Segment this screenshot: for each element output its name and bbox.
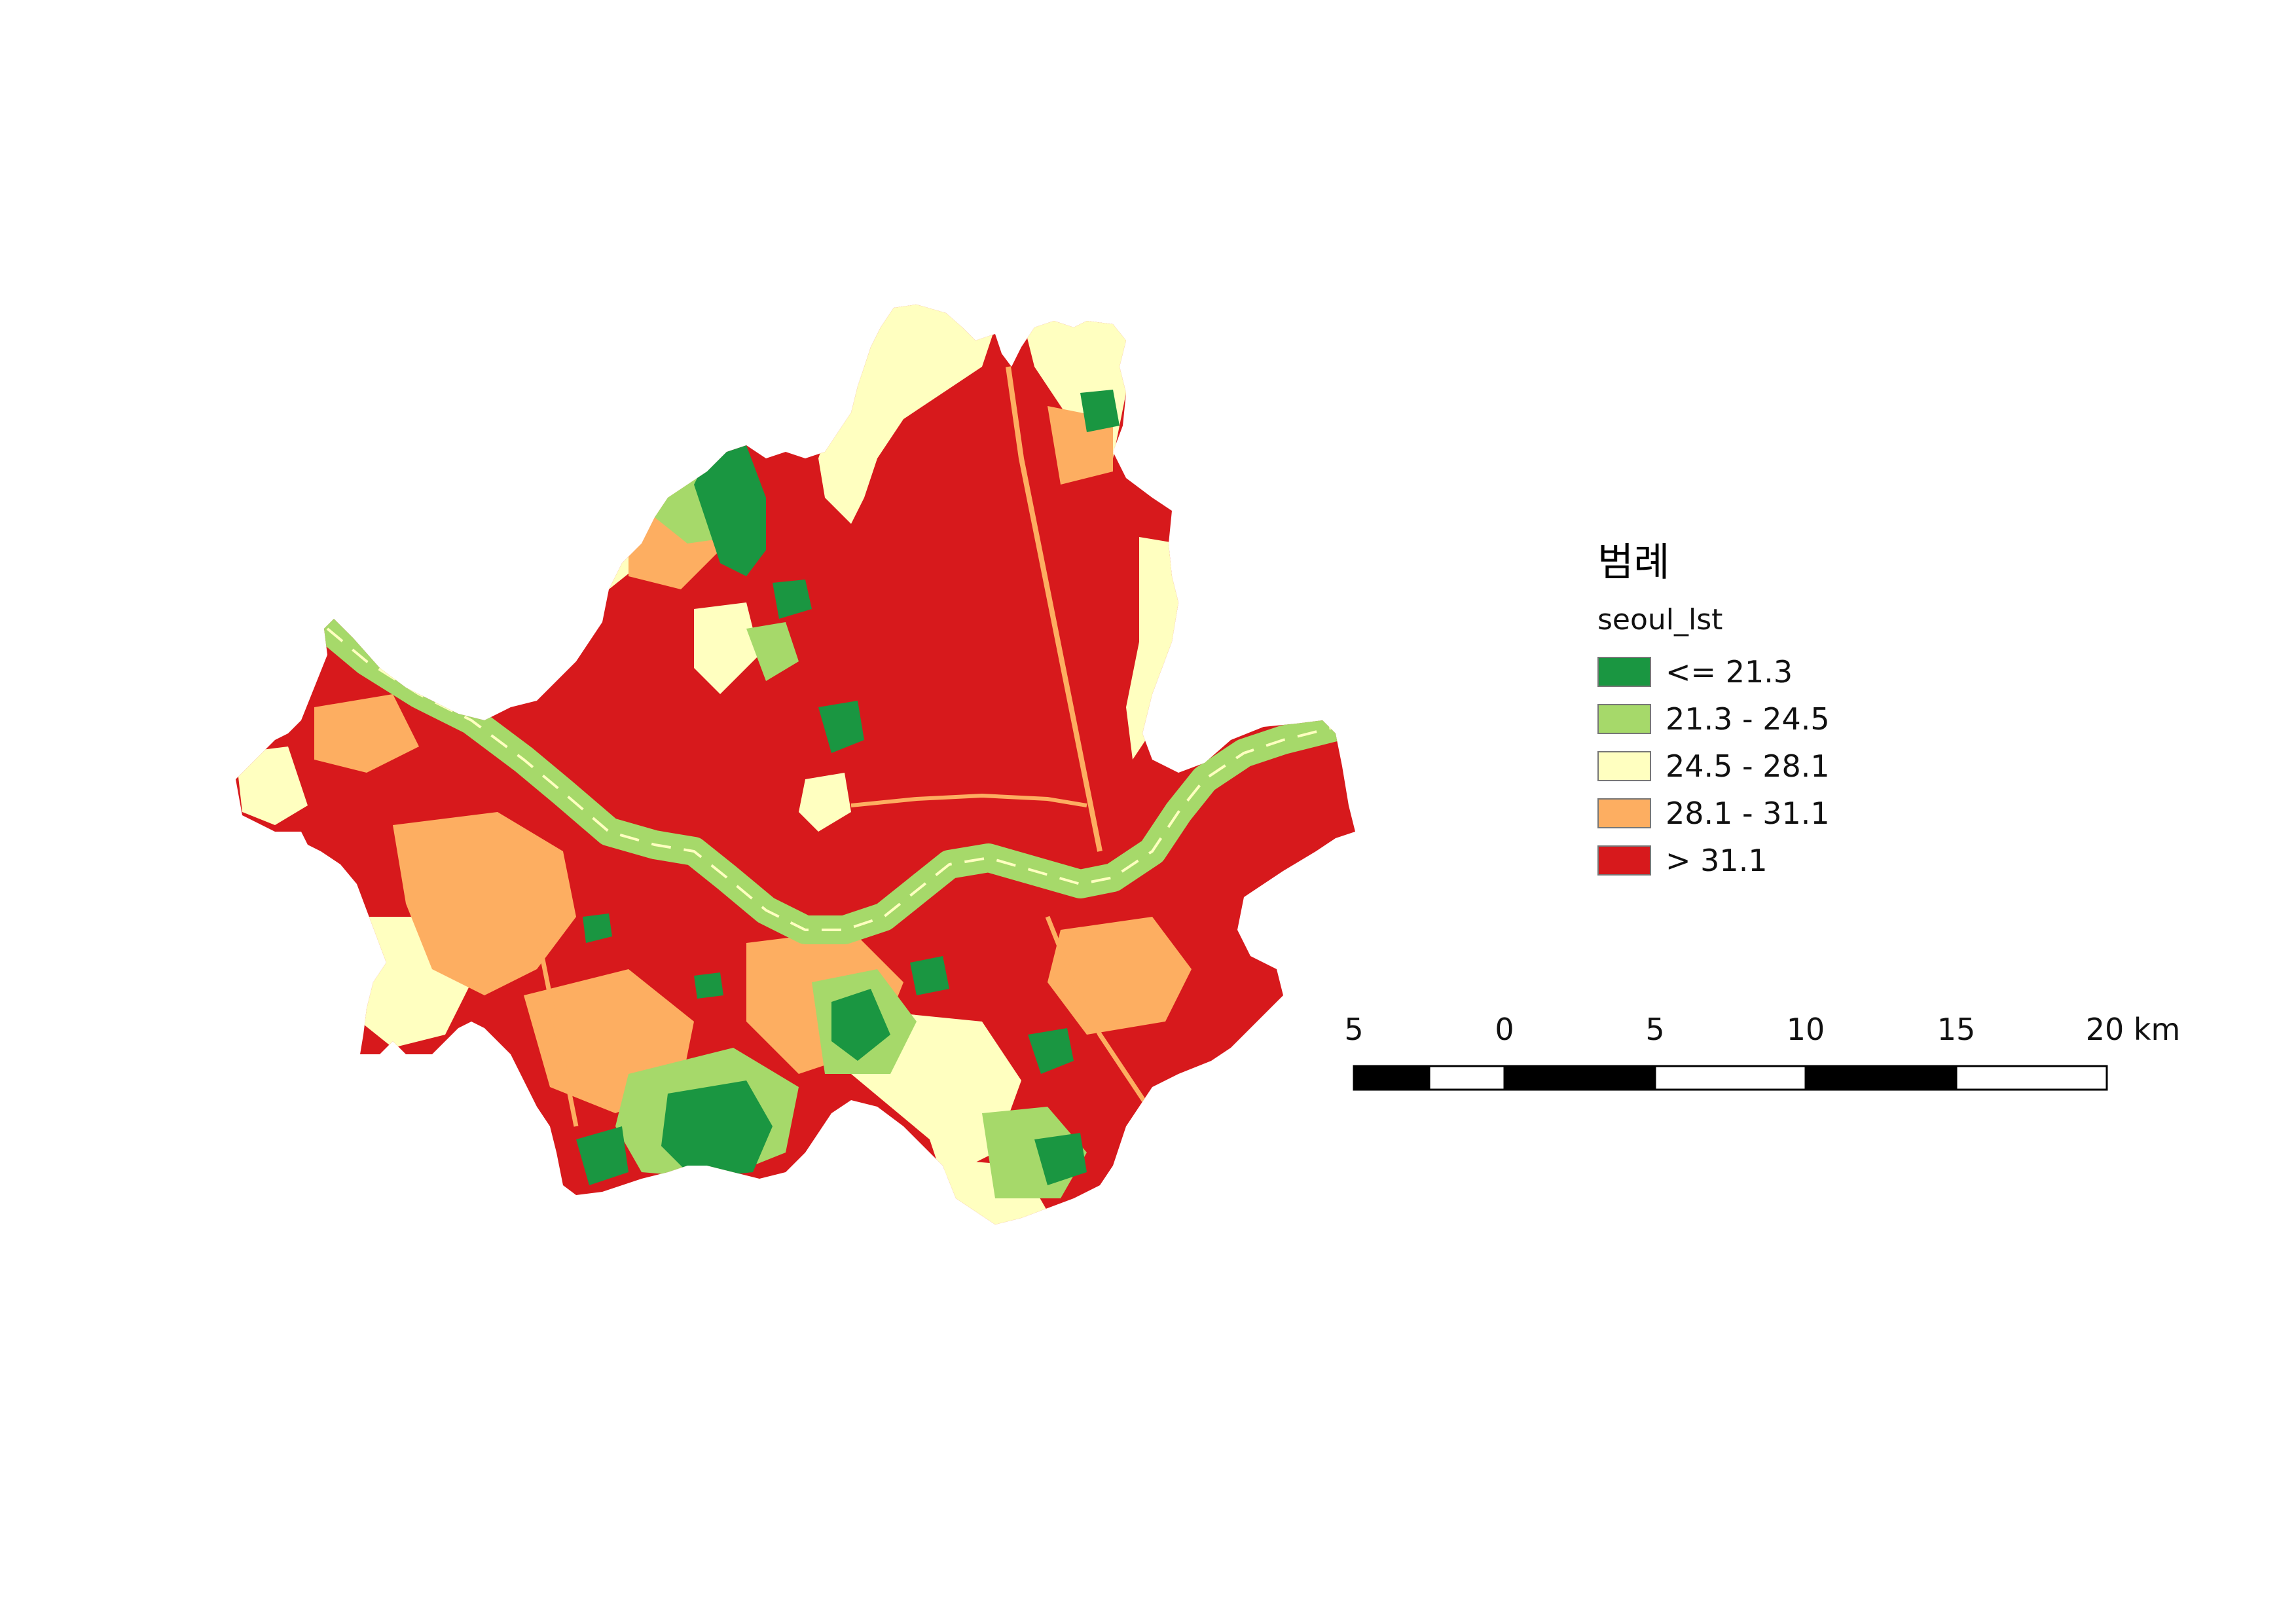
- region-very-low-east-pk: [1028, 1028, 1074, 1074]
- stream-tancheon: [1045, 915, 1154, 1115]
- scalebar-segment: [1654, 1065, 1807, 1091]
- scalebar-segment: [1503, 1065, 1656, 1091]
- legend-item: 21.3 - 24.5: [1597, 695, 1830, 743]
- scalebar-segment: [1955, 1065, 2108, 1091]
- legend-swatch: [1597, 704, 1651, 734]
- legend-label: 28.1 - 31.1: [1666, 796, 1830, 831]
- legend-label: 21.3 - 24.5: [1666, 701, 1830, 737]
- scalebar-tick-label: 5: [1645, 1012, 1664, 1047]
- region-mid-east-edge: [1126, 537, 1178, 760]
- legend-item: > 31.1: [1597, 837, 1830, 884]
- scalebar-tick-label: 0: [1495, 1012, 1514, 1047]
- region-very-low-patch-4: [694, 972, 723, 999]
- legend-layer-name: seoul_lst: [1597, 603, 1723, 637]
- region-mid-center-patch-2: [799, 773, 851, 832]
- stream-jungnang: [1006, 366, 1102, 852]
- legend-title: 범례: [1597, 540, 1670, 585]
- han-river-banks: [326, 627, 1336, 931]
- scalebar-tick-label: 10: [1787, 1012, 1825, 1047]
- region-very-low-bukhansan: [694, 445, 766, 576]
- region-very-low-southwest: [576, 1126, 629, 1185]
- region-very-low-southeast: [1034, 1133, 1087, 1185]
- region-low-center: [746, 622, 799, 681]
- region-mid-west-edge: [236, 747, 308, 825]
- region-very-low-patch-3: [583, 913, 612, 943]
- scalebar-tick-label: 20 km: [2086, 1012, 2181, 1047]
- legend-label: > 31.1: [1666, 843, 1768, 878]
- region-very-low-center: [818, 701, 864, 753]
- region-very-low-northeast: [1080, 390, 1120, 432]
- scalebar-segment: [1353, 1065, 1430, 1091]
- legend-label: 24.5 - 28.1: [1666, 748, 1830, 784]
- legend-label: <= 21.3: [1666, 654, 1793, 690]
- legend-items: <= 21.3 21.3 - 24.5 24.5 - 28.1 28.1 - 31.1…: [1597, 648, 1830, 884]
- legend: 범례 seoul_lst <= 21.3 21.3 - 24.5 24.5 - 28…: [1597, 530, 1830, 884]
- region-high-west: [393, 812, 576, 995]
- legend-item: <= 21.3: [1597, 648, 1830, 695]
- legend-swatch: [1597, 751, 1651, 781]
- legend-swatch: [1597, 798, 1651, 828]
- scalebar-tick-label: 5: [1344, 1012, 1363, 1047]
- legend-swatch: [1597, 845, 1651, 876]
- region-very-low-south-2: [831, 989, 890, 1061]
- scalebar-tick-label: 15: [1937, 1012, 1976, 1047]
- legend-swatch: [1597, 657, 1651, 687]
- legend-item: 28.1 - 31.1: [1597, 790, 1830, 837]
- scalebar-segment: [1428, 1065, 1506, 1091]
- legend-item: 24.5 - 28.1: [1597, 743, 1830, 790]
- region-mid-center-patch: [694, 602, 759, 694]
- scalebar-segment: [1804, 1065, 1958, 1091]
- region-high-west-edge: [314, 694, 419, 773]
- region-very-low-patch-2: [910, 956, 949, 995]
- region-very-low-south: [661, 1080, 773, 1179]
- stream-cheonggye: [850, 793, 1087, 807]
- region-very-low-patch: [773, 580, 812, 619]
- stream-anyang: [521, 864, 579, 1127]
